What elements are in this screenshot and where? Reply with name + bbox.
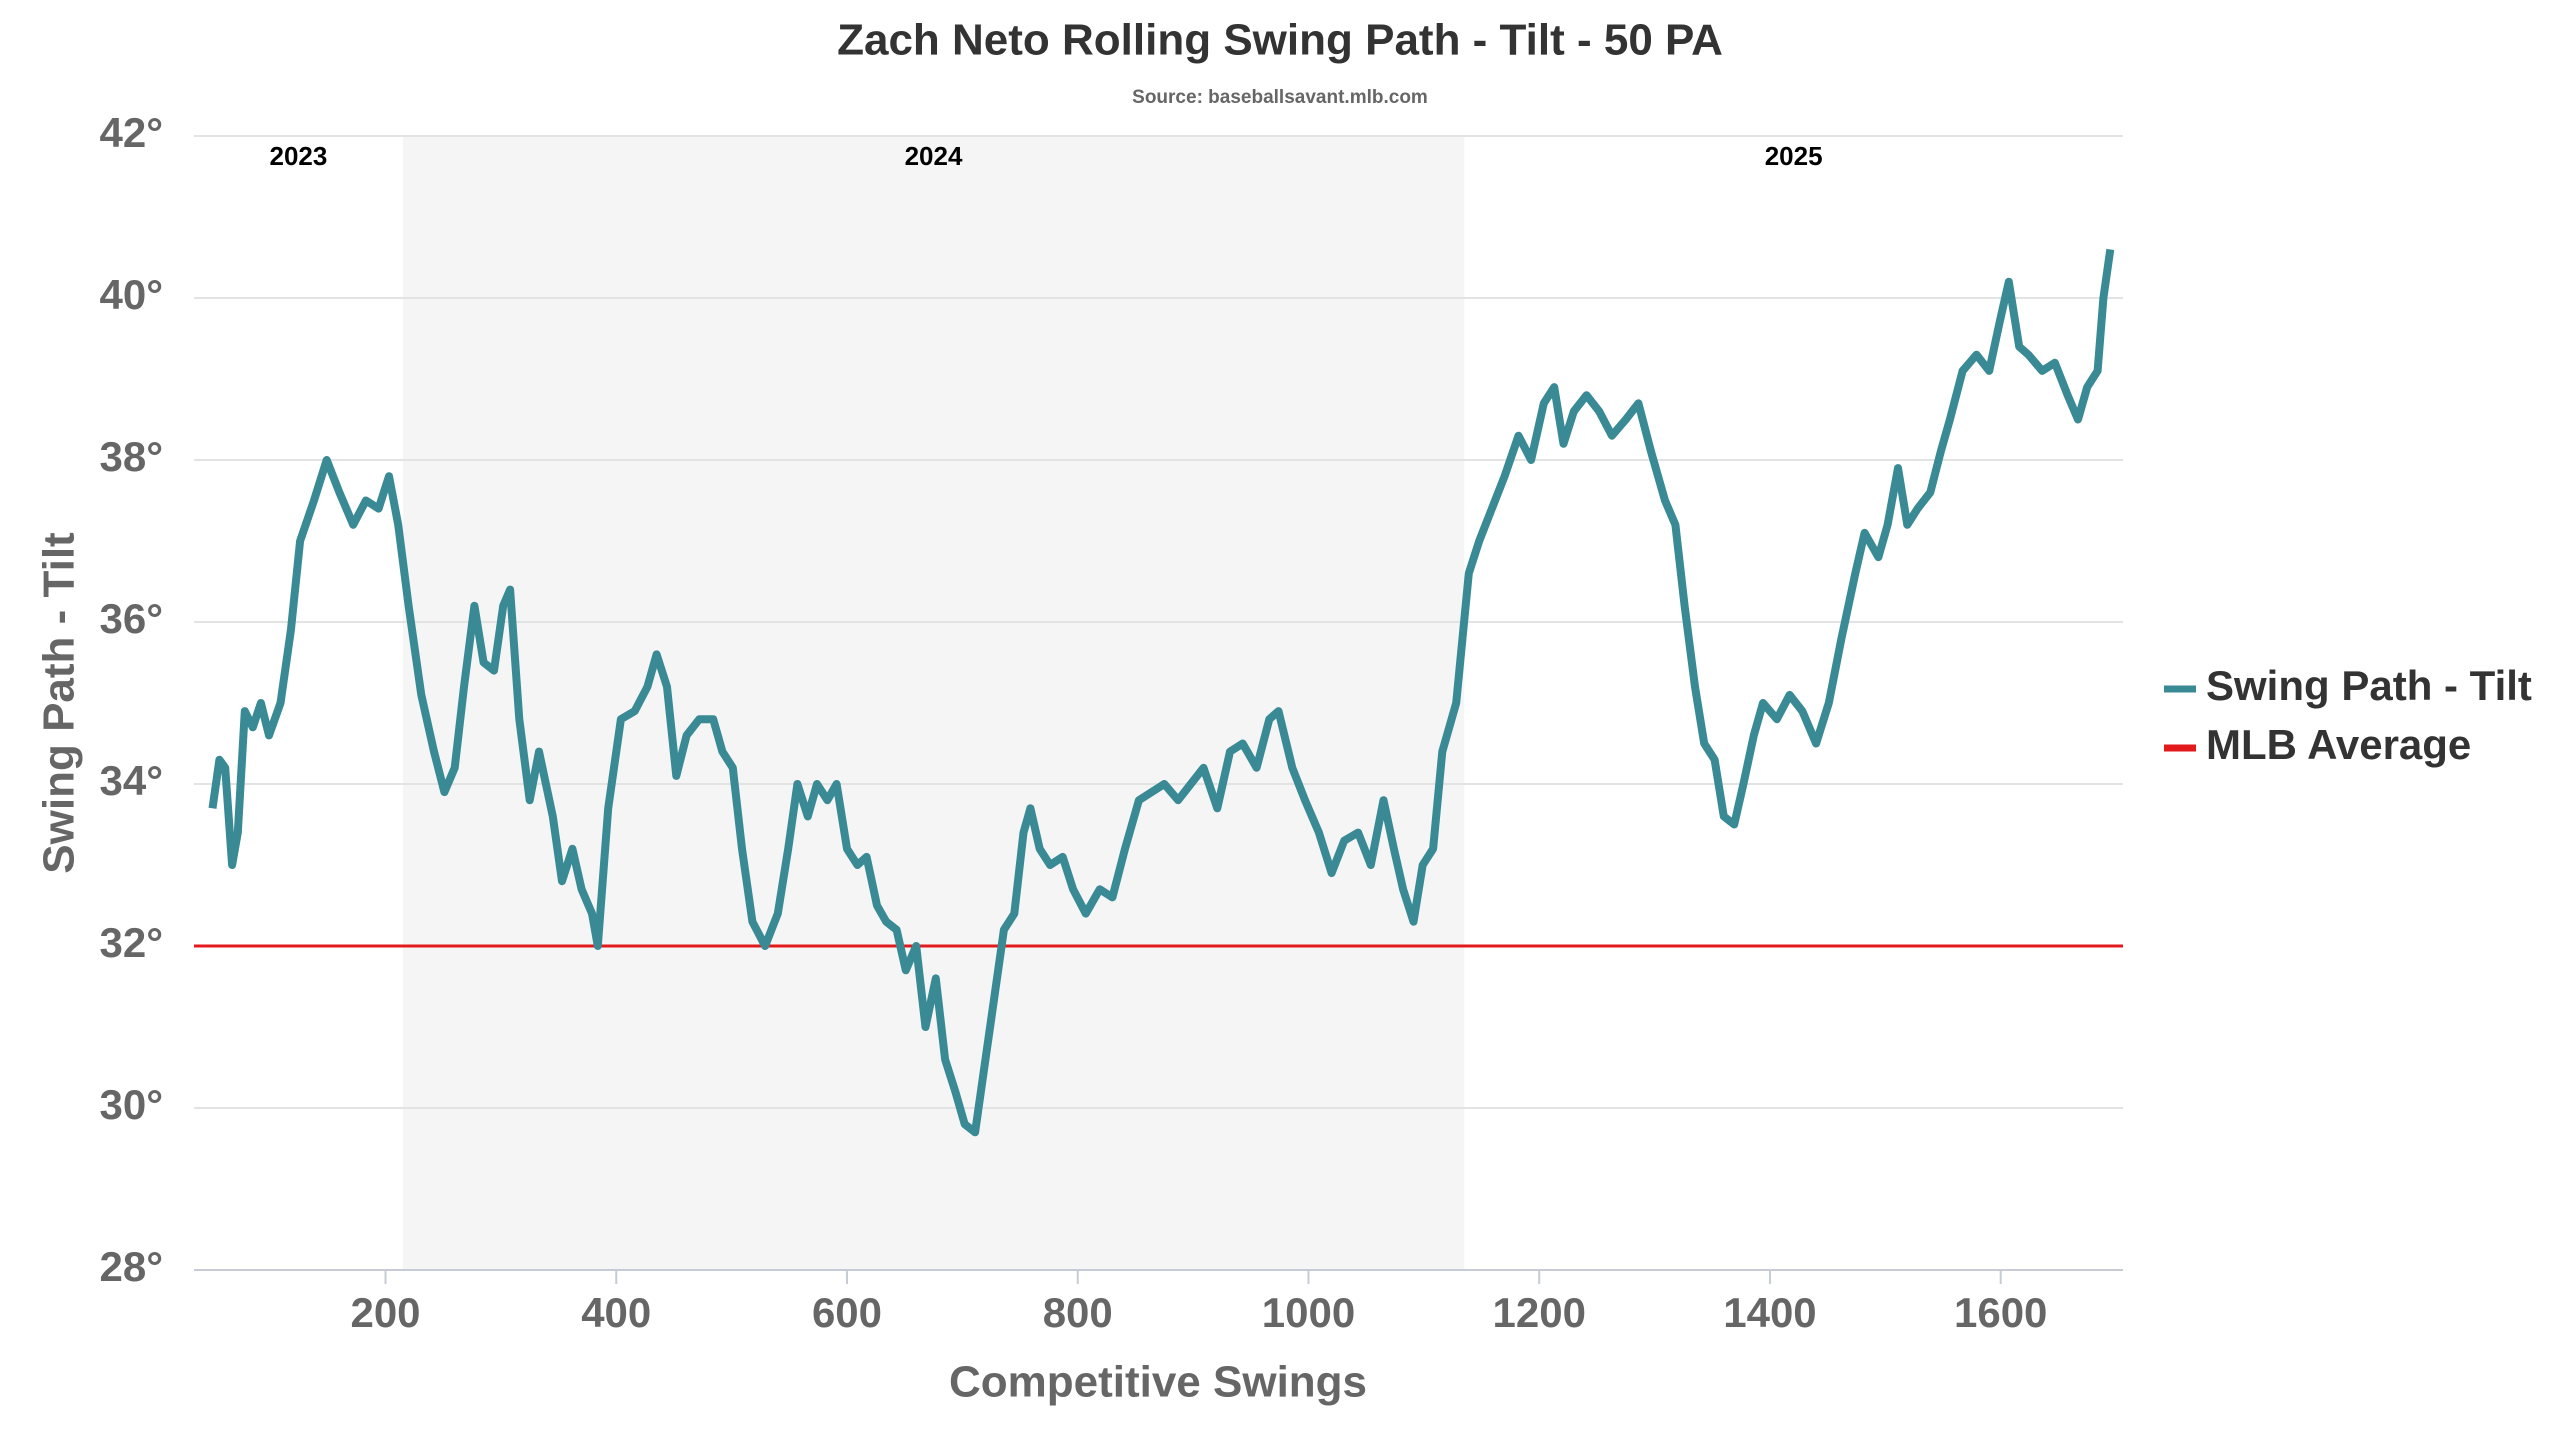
legend-label: Swing Path - Tilt (2206, 662, 2532, 709)
y-tick-label: 40° (99, 271, 163, 318)
y-tick-label: 42° (99, 109, 163, 156)
x-axis-label: Competitive Swings (949, 1358, 1367, 1407)
series-line (208, 248, 2115, 1137)
x-tick-label: 1200 (1493, 1289, 1586, 1336)
x-tick-label: 1400 (1723, 1289, 1816, 1336)
y-tick-label: 38° (99, 433, 163, 480)
y-axis-label: Swing Path - Tilt (35, 532, 84, 874)
x-tick-label: 200 (350, 1289, 420, 1336)
x-tick-label: 800 (1043, 1289, 1113, 1336)
x-tick-label: 1600 (1954, 1289, 2047, 1336)
y-tick-label: 30° (99, 1081, 163, 1128)
y-tick-label: 34° (99, 757, 163, 804)
background-layer (402, 136, 1465, 1270)
legend-label: MLB Average (2206, 721, 2471, 768)
x-tick-label: 400 (581, 1289, 651, 1336)
chart-subtitle: Source: baseballsavant.mlb.com (1132, 87, 1428, 108)
x-tick-label: 600 (812, 1289, 882, 1336)
x-tick-label: 1000 (1262, 1289, 1355, 1336)
y-tick-label: 32° (99, 919, 163, 966)
season-label: 2024 (905, 141, 963, 171)
season-band (402, 136, 1465, 1270)
y-tick-label: 36° (99, 595, 163, 642)
y-tick-label: 28° (99, 1243, 163, 1290)
season-label: 2023 (269, 141, 327, 171)
chart-title: Zach Neto Rolling Swing Path - Tilt - 50… (837, 16, 1723, 65)
season-label: 2025 (1765, 141, 1823, 171)
